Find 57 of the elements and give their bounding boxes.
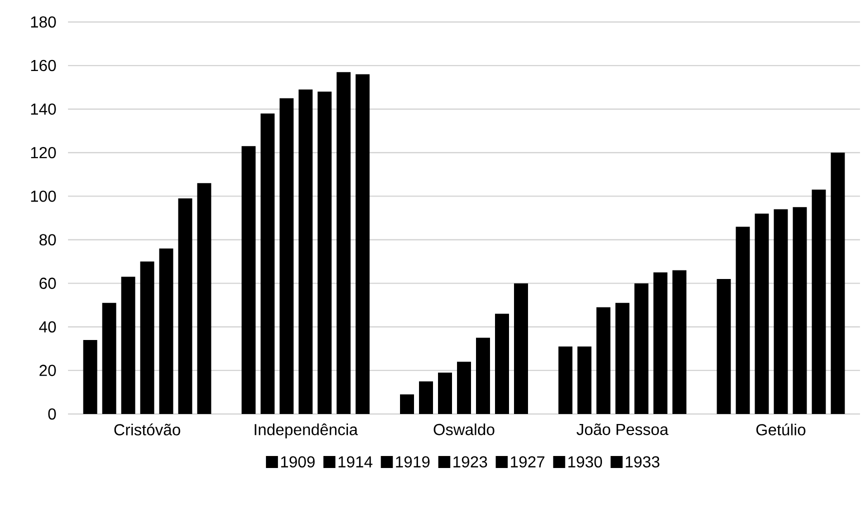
bar — [280, 98, 294, 414]
y-tick-label: 100 — [31, 190, 56, 202]
bar — [356, 74, 370, 414]
bar — [318, 92, 332, 414]
x-tick-label: Cristóvão — [114, 424, 180, 436]
bar — [121, 276, 136, 414]
bar — [260, 113, 275, 414]
bar — [178, 198, 192, 414]
y-tick-label: 180 — [31, 16, 56, 28]
x-tick-label: João Pessoa — [576, 423, 668, 436]
bar — [495, 314, 510, 414]
bar — [159, 248, 174, 414]
y-tick-label: 0 — [48, 408, 56, 420]
bar — [615, 302, 630, 414]
legend-label: 1933 — [626, 456, 660, 468]
legend-label: 1930 — [568, 456, 602, 468]
bar — [736, 226, 750, 414]
bar — [140, 262, 154, 414]
bar — [242, 146, 256, 414]
bar — [476, 338, 490, 414]
bar — [438, 372, 452, 414]
bar — [197, 183, 212, 414]
x-tick-label: Oswaldo — [434, 424, 494, 436]
bar — [400, 394, 414, 414]
y-tick-label: 20 — [40, 364, 56, 376]
legend-label: 1919 — [396, 456, 430, 468]
bar — [102, 302, 116, 414]
bar — [812, 190, 826, 414]
bar — [653, 272, 668, 414]
bar — [83, 340, 98, 414]
y-tick-label: 60 — [40, 278, 56, 289]
bar — [336, 72, 351, 414]
legend-label: 1923 — [453, 456, 488, 468]
bar — [558, 346, 572, 414]
bar — [754, 214, 769, 414]
y-tick-label: 160 — [31, 60, 56, 72]
y-tick-label: 120 — [31, 147, 56, 158]
y-tick-label: 80 — [39, 234, 56, 246]
y-tick-label: 140 — [31, 103, 56, 115]
bar — [457, 362, 472, 414]
bar — [634, 283, 648, 414]
bar — [419, 381, 434, 414]
legend-label: 1927 — [510, 456, 544, 468]
legend-label: 1909 — [281, 456, 315, 468]
bar — [792, 207, 807, 414]
bar — [596, 307, 610, 414]
x-tick-label: Getúlio — [756, 424, 806, 436]
bar — [298, 89, 313, 414]
bar — [830, 152, 845, 414]
legend-label: 1914 — [338, 456, 372, 468]
x-tick-label: Independência — [254, 423, 358, 438]
y-tick-label: 40 — [39, 321, 56, 333]
bar — [774, 209, 788, 414]
bar — [716, 278, 731, 414]
bar — [672, 270, 686, 414]
bar — [514, 283, 528, 414]
bar — [577, 346, 592, 414]
